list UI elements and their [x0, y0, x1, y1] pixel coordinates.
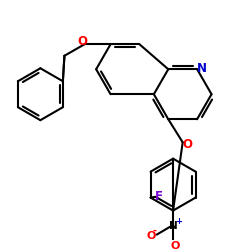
- Text: O: O: [170, 241, 180, 250]
- Text: N: N: [196, 62, 206, 74]
- Text: O: O: [77, 35, 87, 48]
- Text: +: +: [175, 217, 182, 226]
- Text: -: -: [152, 225, 156, 235]
- Text: O: O: [182, 138, 192, 151]
- Text: F: F: [155, 190, 163, 203]
- Text: N: N: [169, 221, 177, 231]
- Text: O: O: [146, 231, 156, 241]
